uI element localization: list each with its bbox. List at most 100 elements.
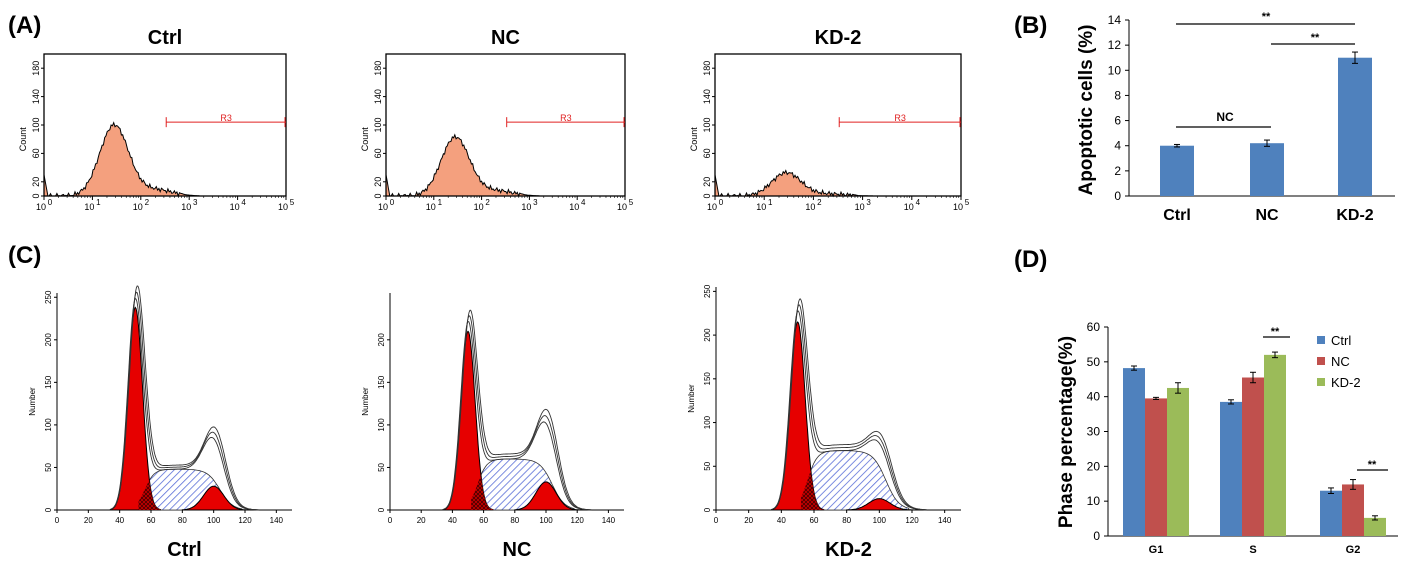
histogram-title: Ctrl: [148, 27, 182, 49]
histogram-xtick-label: 10: [474, 202, 484, 212]
cellcycle-ytick-label: 0: [703, 507, 712, 512]
cellcycle-ylabel: Number: [687, 384, 696, 413]
cellcycle-xtick-label: 100: [873, 516, 887, 525]
cellcycle-xtick-label: 120: [571, 516, 585, 525]
histogram-xtick-label: 10: [426, 202, 436, 212]
histogram-xtick-label: 10: [278, 202, 288, 212]
g1-overlap: [471, 476, 493, 510]
panel-label-c: (C): [8, 242, 41, 269]
histogram-xtick-label: 10: [855, 202, 865, 212]
histogram-xtick-exp: 5: [629, 198, 634, 207]
cellcycle-xtick-label: 100: [539, 516, 553, 525]
histogram-xtick-exp: 3: [866, 198, 871, 207]
b-ytick-label: 2: [1114, 164, 1121, 178]
envelope-line: [444, 309, 592, 511]
histogram-xtick-label: 10: [230, 202, 240, 212]
histogram-xtick-exp: 1: [96, 198, 101, 207]
b-ytick-label: 12: [1108, 38, 1122, 52]
histogram-ytick-label: 140: [31, 89, 41, 104]
b-ytick-label: 8: [1114, 88, 1121, 102]
histogram-xtick-exp: 1: [438, 198, 443, 207]
cellcycle-xtick-label: 20: [84, 516, 93, 525]
histogram-xtick-label: 10: [953, 202, 963, 212]
histogram-xtick-exp: 2: [145, 198, 150, 207]
histogram-ytick-label: 20: [31, 177, 41, 187]
g1-overlap: [138, 480, 161, 510]
d-bar-s-nc: [1242, 377, 1264, 536]
panel-label-b: (B): [1014, 12, 1047, 39]
cellcycle-label: KD-2: [825, 539, 872, 561]
b-ytick-label: 14: [1108, 13, 1122, 27]
cellcycle-ytick-label: 0: [44, 507, 53, 512]
cellcycle-ctrl: Number 0 50 100 150 200 250 0 20 40 60 80 100 120 140 C…: [28, 285, 292, 561]
b-ytick-label: 4: [1114, 139, 1121, 153]
cellcycle-xtick-label: 0: [714, 516, 719, 525]
b-bar-kd-2: [1338, 57, 1372, 196]
histogram-xtick-exp: 4: [581, 198, 586, 207]
cellcycle-kd-2: Number 0 50 100 150 200 250 0 20 40 60 80 100 120 140 K…: [687, 284, 961, 561]
d-category-label: G2: [1346, 544, 1361, 556]
d-bar-g1-kd-2: [1167, 387, 1189, 536]
histogram-ytick-label: 0: [31, 193, 41, 198]
histogram-xtick-label: 10: [521, 202, 531, 212]
b-category-label: Ctrl: [1163, 207, 1191, 224]
d-ytick-label: 60: [1087, 320, 1101, 334]
d-legend-label: Ctrl: [1331, 333, 1351, 348]
d-ytick-label: 0: [1093, 529, 1100, 543]
d-category-label: G1: [1149, 544, 1164, 556]
cellcycle-xtick-label: 80: [842, 516, 851, 525]
b-bar-nc: [1250, 143, 1284, 196]
cellcycle-nc: Number 0 50 100 150 200 0 20 40 60 80 100 120 140 NC: [361, 293, 624, 561]
cellcycle-ytick-label: 150: [703, 372, 712, 386]
cellcycle-xtick-label: 140: [602, 516, 616, 525]
cellcycle-ylabel: Number: [28, 387, 37, 416]
histogram-ytick-label: 20: [702, 177, 712, 187]
g2-peak: [514, 481, 581, 511]
histogram-ytick-label: 0: [702, 193, 712, 198]
histogram-xtick-exp: 4: [916, 198, 921, 207]
histogram-xtick-label: 10: [805, 202, 815, 212]
histogram-distribution: [43, 121, 200, 198]
histogram-ytick-label: 60: [31, 148, 41, 158]
cellcycle-xtick-label: 140: [270, 516, 284, 525]
g2-peak: [181, 485, 249, 511]
histogram-ylabel: Count: [18, 127, 28, 152]
histogram-ytick-label: 100: [702, 117, 712, 132]
gate-label: R3: [894, 113, 906, 123]
histogram-ylabel: Count: [360, 127, 370, 152]
d-bar-g2-ctrl: [1320, 490, 1342, 536]
d-legend-swatch: [1317, 357, 1325, 365]
b-ytick-label: 6: [1114, 114, 1121, 128]
panel-label-a: (A): [8, 12, 41, 39]
cellcycle-xtick-label: 120: [905, 516, 919, 525]
histogram-ytick-label: 20: [373, 177, 383, 187]
cellcycle-ytick-label: 100: [703, 415, 712, 429]
histogram-ytick-label: 140: [373, 89, 383, 104]
g1-overlap: [800, 470, 824, 510]
cellcycle-ytick-label: 200: [377, 333, 386, 347]
d-sig-label: **: [1368, 459, 1377, 471]
apoptosis-bar-chart: 0 2 4 6 8 10 12 14 Apoptotic cells (%) Ctrl NC KD-2…: [1076, 11, 1395, 224]
b-ytick-label: 0: [1114, 189, 1121, 203]
b-ylabel: Apoptotic cells (%): [1076, 24, 1097, 195]
d-ylabel: Phase percentage(%): [1056, 336, 1077, 528]
b-sig-label: **: [1311, 32, 1320, 44]
cellcycle-xtick-label: 140: [938, 516, 952, 525]
histogram-ytick-label: 100: [31, 117, 41, 132]
d-bar-s-kd-2: [1264, 354, 1286, 536]
cellcycle-xtick-label: 100: [207, 516, 221, 525]
g2-peak: [845, 498, 916, 511]
histogram-frame: [43, 53, 287, 197]
cellcycle-ytick-label: 50: [703, 461, 712, 470]
histogram-ytick-label: 180: [31, 61, 41, 76]
cellcycle-ytick-label: 200: [44, 333, 53, 347]
cellcycle-ytick-label: 150: [44, 375, 53, 389]
cellcycle-ytick-label: 250: [44, 290, 53, 304]
histogram-ytick-label: 60: [373, 148, 383, 158]
histogram-ylabel: Count: [689, 127, 699, 152]
histogram-xtick-exp: 1: [768, 198, 773, 207]
